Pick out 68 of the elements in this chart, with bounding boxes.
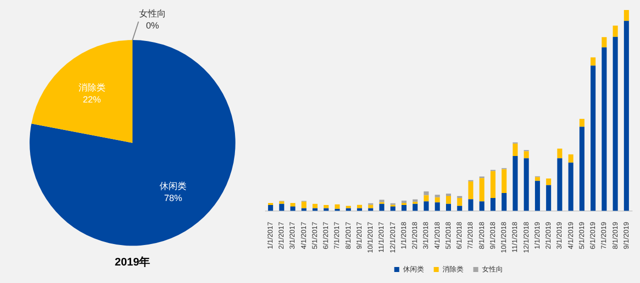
bar	[479, 178, 484, 202]
bar	[324, 205, 329, 208]
bar	[424, 201, 429, 211]
bar	[502, 192, 507, 211]
bar	[512, 156, 518, 211]
bar	[368, 208, 374, 211]
bar	[424, 195, 429, 202]
bar	[490, 171, 496, 198]
bar	[279, 204, 284, 211]
bar	[490, 198, 496, 211]
slice-label: 消除类	[78, 82, 106, 93]
bar	[612, 36, 618, 211]
bar	[624, 20, 629, 211]
bar	[390, 206, 396, 211]
bar	[402, 205, 407, 211]
bar	[568, 154, 574, 163]
bar	[424, 191, 429, 196]
bar	[290, 206, 296, 211]
bar	[324, 208, 329, 211]
bar	[468, 181, 474, 200]
bar	[602, 37, 607, 48]
bar	[546, 185, 552, 211]
text: 0%	[146, 20, 160, 31]
data-label: 78%	[164, 193, 182, 204]
bar	[534, 177, 540, 181]
bar	[590, 66, 596, 211]
bar	[512, 144, 518, 156]
bar	[524, 158, 529, 211]
bar	[446, 196, 452, 204]
bar	[268, 205, 274, 211]
bar	[312, 208, 318, 211]
slice-label: 休闲类	[160, 181, 187, 192]
bar	[301, 202, 306, 208]
bar	[457, 198, 462, 206]
bar	[446, 204, 452, 211]
bar	[312, 204, 318, 208]
bar	[434, 202, 440, 211]
bar	[557, 158, 562, 211]
bar	[624, 10, 629, 21]
bar	[557, 148, 562, 158]
text: 2019年	[114, 255, 150, 268]
bar	[457, 196, 462, 198]
bar	[579, 126, 584, 211]
bar	[602, 47, 607, 211]
bar	[402, 200, 407, 204]
bar	[346, 208, 351, 211]
bar	[579, 118, 584, 127]
bar	[502, 169, 507, 193]
bar	[434, 197, 440, 202]
bar	[479, 201, 484, 211]
category-label: 女性向	[139, 8, 166, 19]
bar	[534, 180, 540, 211]
bar	[434, 194, 440, 198]
bar	[357, 208, 362, 211]
bar	[468, 199, 474, 211]
bar	[568, 162, 574, 211]
bar	[524, 151, 529, 158]
bar	[546, 178, 552, 186]
bar	[290, 203, 296, 206]
bar	[279, 201, 284, 204]
bar	[612, 26, 618, 37]
bar	[379, 204, 384, 211]
bar	[590, 57, 596, 66]
bar	[334, 204, 340, 209]
data-label: 22%	[82, 94, 101, 105]
bar	[301, 208, 306, 211]
bar	[412, 204, 418, 211]
bar	[412, 199, 418, 202]
